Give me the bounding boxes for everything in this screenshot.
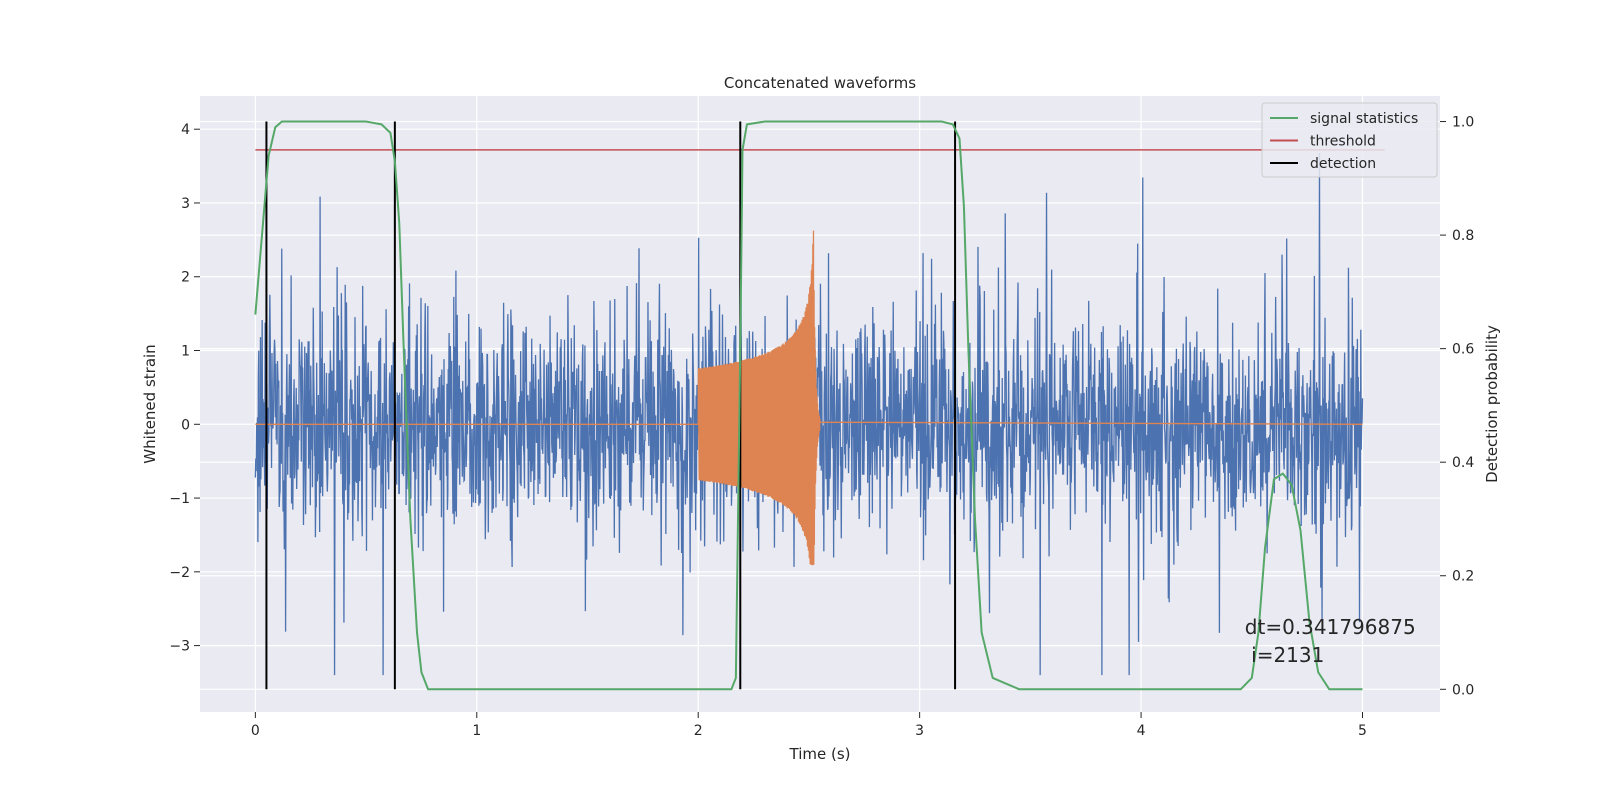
x-tick-label: 1	[472, 723, 481, 739]
y-tick-label-left: −3	[169, 639, 190, 655]
x-tick-label: 0	[251, 723, 260, 739]
y-tick-label-left: −2	[169, 565, 190, 581]
legend-label: threshold	[1310, 134, 1376, 150]
axes: 0 1 2 3 4 5 −3 −2 −1 0 1 2 3 4 0.0 0.2 0.4 0.6 0.8 1.0	[169, 115, 1474, 739]
x-tick-label: 2	[694, 723, 703, 739]
y-axis-label-right: Detection probability	[1483, 325, 1501, 483]
y-tick-label-left: −1	[169, 491, 190, 507]
y-tick-label-left: 2	[181, 270, 190, 286]
x-tick-label: 3	[915, 723, 924, 739]
legend: signal statistics threshold detection	[1261, 102, 1438, 178]
y-tick-label-right: 0.0	[1452, 682, 1474, 698]
legend-box	[1261, 102, 1438, 178]
y-axis-label-left: Whitened strain	[141, 344, 159, 463]
x-tick-label: 5	[1358, 723, 1367, 739]
y-tick-label-right: 0.6	[1452, 342, 1474, 358]
y-tick-label-right: 0.2	[1452, 569, 1474, 585]
annotation-text: dt=0.341796875	[1245, 615, 1416, 639]
x-axis-label: Time (s)	[789, 745, 851, 763]
x-tick-label: 4	[1137, 723, 1146, 739]
legend-label: signal statistics	[1310, 111, 1418, 127]
annotation-text: i=2131	[1245, 643, 1325, 667]
y-tick-label-left: 1	[181, 344, 190, 360]
legend-label: detection	[1310, 156, 1376, 172]
series-injection	[255, 230, 1363, 566]
y-tick-label-right: 0.8	[1452, 228, 1474, 244]
y-tick-label-left: 3	[181, 196, 190, 212]
annotations: dt=0.341796875 i=2131	[1245, 615, 1416, 667]
y-tick-label-left: 0	[181, 417, 190, 433]
y-tick-label-right: 1.0	[1452, 115, 1474, 131]
chart-title: Concatenated waveforms	[724, 74, 916, 92]
series-signal-statistics	[254, 120, 1363, 691]
y-tick-label-right: 0.4	[1452, 455, 1474, 471]
y-tick-label-left: 4	[181, 122, 190, 138]
